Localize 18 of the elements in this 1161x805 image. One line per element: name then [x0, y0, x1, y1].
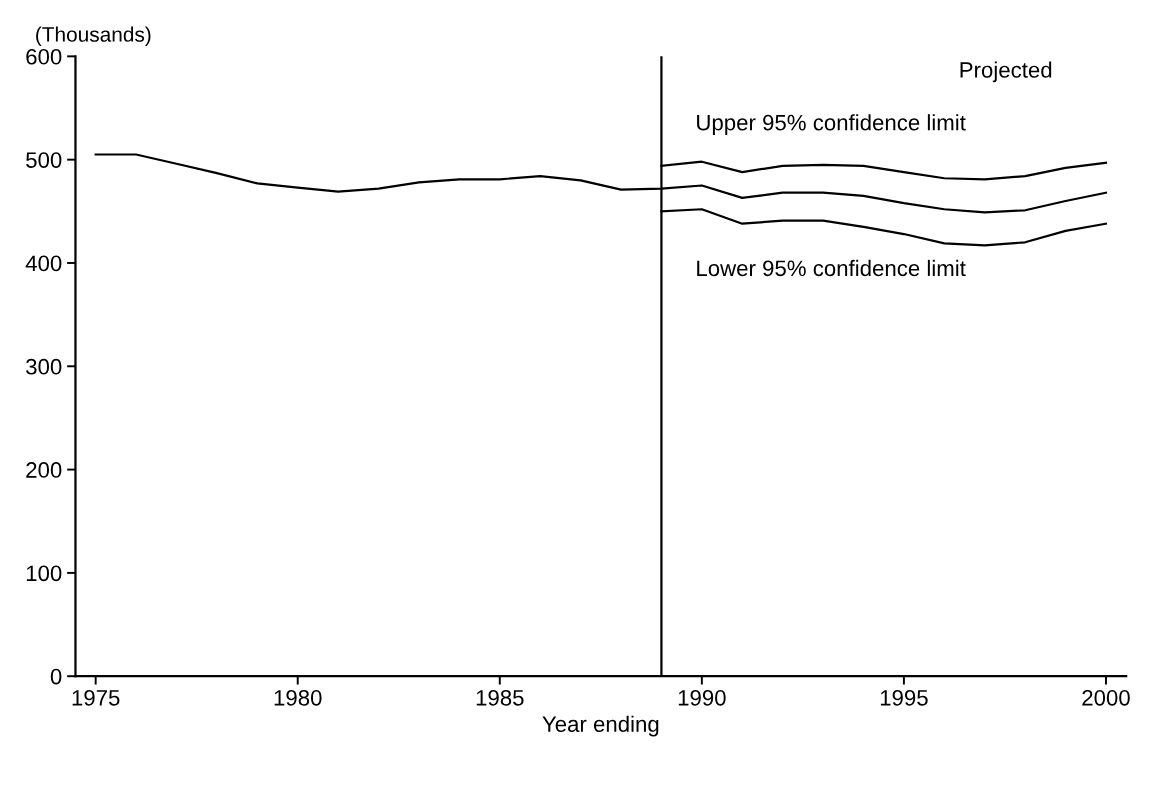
x-tick-label: 1990 — [678, 689, 726, 706]
y-tick-label: 200 — [26, 462, 62, 478]
x-tick-label: 1975 — [72, 689, 120, 706]
annotation: Upper 95% confidence limit — [697, 114, 966, 135]
y-tick-label: 400 — [25, 255, 62, 272]
y-tick-label: 300 — [26, 358, 62, 375]
x-tick-label: 1985 — [476, 689, 524, 706]
x-tick-label: 1995 — [880, 689, 928, 706]
x-tick-label: 1980 — [274, 689, 322, 706]
annotation: Lower 95% confidence limit — [697, 259, 966, 277]
annotation: Projected — [960, 61, 1052, 83]
y-tick-label: 600 — [26, 48, 62, 65]
x-tick-label: 2000 — [1082, 689, 1130, 706]
y-tick-label: 100 — [26, 565, 62, 582]
y-tick-label: 0 — [50, 668, 62, 685]
y-axis-title: (Thousands) — [36, 26, 151, 46]
y-tick-label: 500 — [26, 152, 62, 168]
x-axis-title: Year ending — [542, 715, 659, 737]
